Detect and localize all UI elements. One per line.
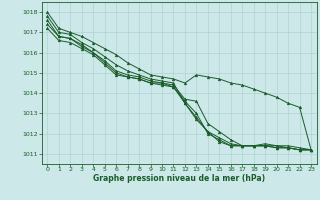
X-axis label: Graphe pression niveau de la mer (hPa): Graphe pression niveau de la mer (hPa) [93,174,265,183]
